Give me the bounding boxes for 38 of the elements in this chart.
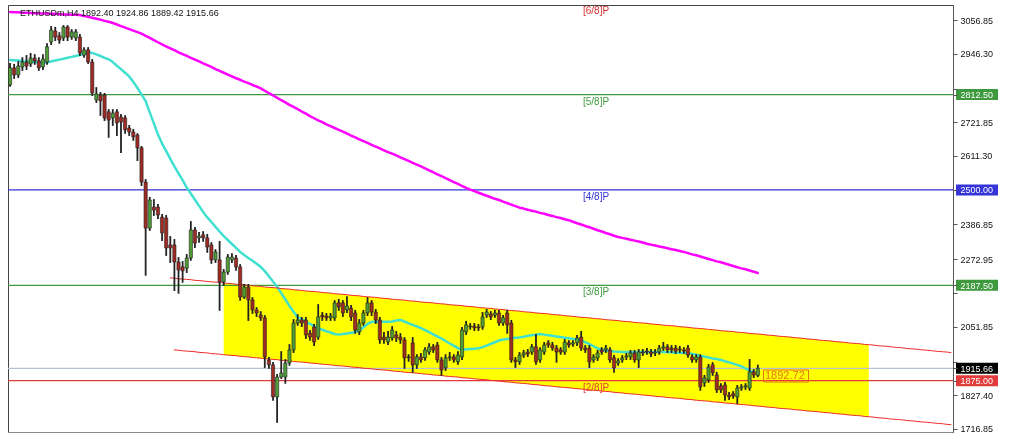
chart-title: ETHUSDm,H4 1892.40 1924.86 1889.42 1915.66: [20, 8, 219, 18]
y-tick-label: 1915.66: [960, 363, 994, 374]
candlestick: [217, 240, 222, 311]
candlestick: [661, 341, 666, 351]
y-tick-label: 1716.85: [960, 424, 994, 435]
y-tick-label: 2812.50: [960, 90, 994, 101]
y-tick-label: 2272.95: [960, 254, 994, 265]
candlestick: [587, 345, 592, 368]
ref-line-label: [4/8]P: [583, 190, 610, 202]
y-tick-label: 2946.30: [960, 49, 994, 60]
y-tick-label: 1827.40: [960, 390, 994, 401]
candlestick: [332, 300, 337, 321]
y-tick-label: 2051.85: [960, 322, 994, 333]
y-tick-label: 2721.85: [960, 117, 994, 128]
y-tick-label: 2386.85: [960, 220, 994, 230]
candlestick: [98, 92, 103, 116]
candlestick: [246, 283, 251, 321]
candlestick: [119, 113, 123, 154]
candlestick: [747, 359, 752, 391]
candlestick: [172, 239, 177, 291]
candlestick: [353, 309, 358, 334]
annotation: 1892.72: [765, 369, 805, 381]
y-tick-label: 2611.30: [960, 151, 993, 162]
ref-line-label: [5/8]P: [583, 95, 610, 107]
candlestick: [410, 337, 415, 373]
candlestick: [8, 63, 12, 87]
candlestick: [534, 334, 538, 365]
y-tick-label: 2187.50: [960, 280, 994, 291]
y-tick-label: 3056.85: [960, 15, 994, 26]
ref-line-label: [2/8]P: [583, 381, 610, 393]
ref-line-label: [3/8]P: [583, 286, 610, 298]
annotation: [6/8]P: [583, 5, 610, 16]
candlestick: [402, 337, 407, 369]
y-tick-label: 2500.00: [960, 185, 994, 196]
candlestick: [579, 330, 584, 351]
candlestick: [303, 316, 308, 339]
line-series: [173, 349, 952, 426]
y-tick-label: 1875.00: [960, 376, 994, 387]
